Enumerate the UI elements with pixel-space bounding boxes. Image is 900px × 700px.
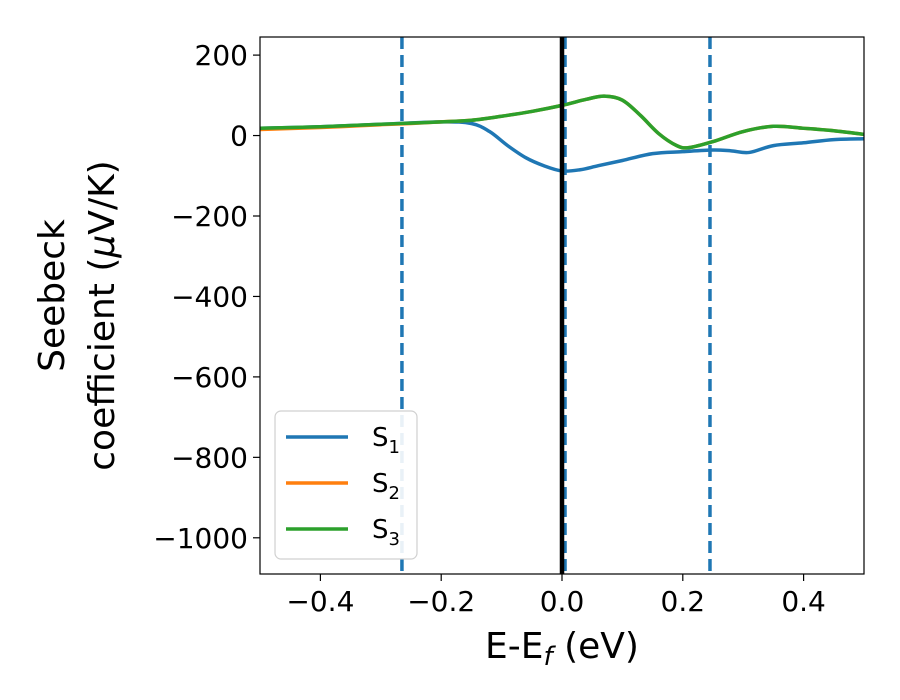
y-tick-label: −800 [171, 441, 248, 474]
legend-label-s1: S1 [372, 423, 400, 458]
y-axis-title-unit: V/K) [82, 160, 123, 234]
x-axis-title-suffix: (eV) [553, 626, 639, 667]
y-axis-title-line2: coefficient (μV/K) [82, 160, 123, 470]
plot-area [260, 37, 864, 574]
y-axis-title-mu: μ [82, 235, 123, 259]
x-tick-label: −0.2 [407, 585, 475, 618]
legend-box [274, 410, 418, 560]
legend-label-main: S [372, 469, 389, 499]
legend-label-sub: 1 [389, 437, 400, 458]
series-line-s3 [260, 94, 864, 150]
legend-label-main: S [372, 515, 389, 545]
x-tick-label: 0.0 [540, 585, 585, 618]
y-tick-label: −600 [171, 361, 248, 394]
legend-label-sub: 2 [389, 483, 400, 504]
x-tick-label: −0.4 [286, 585, 354, 618]
x-tick-label: 0.2 [661, 585, 706, 618]
legend-label-s3: S3 [372, 515, 400, 550]
y-tick-label: 200 [195, 39, 248, 72]
y-tick-label: 0 [230, 120, 248, 153]
x-tick-label: 0.4 [781, 585, 826, 618]
y-tick-label: −200 [171, 200, 248, 233]
y-tick-label: −1000 [153, 522, 248, 555]
plot-layer [260, 37, 864, 574]
y-axis-title-text: coefficient ( [82, 258, 123, 471]
x-axis-title: E-Ef (eV) [485, 626, 639, 672]
legend-label-main: S [372, 423, 389, 453]
axes-layer: −0.4 −0.2 0.0 0.2 0.4 200 0 −200 −400 −600 −800 −10… [32, 36, 865, 672]
y-axis-title-line1: Seebeck [32, 219, 73, 372]
x-axis-title-main: E-E [485, 626, 543, 667]
legend-label-s2: S2 [372, 469, 400, 504]
legend-label-sub: 3 [389, 529, 400, 550]
y-tick-label: −400 [171, 280, 248, 313]
